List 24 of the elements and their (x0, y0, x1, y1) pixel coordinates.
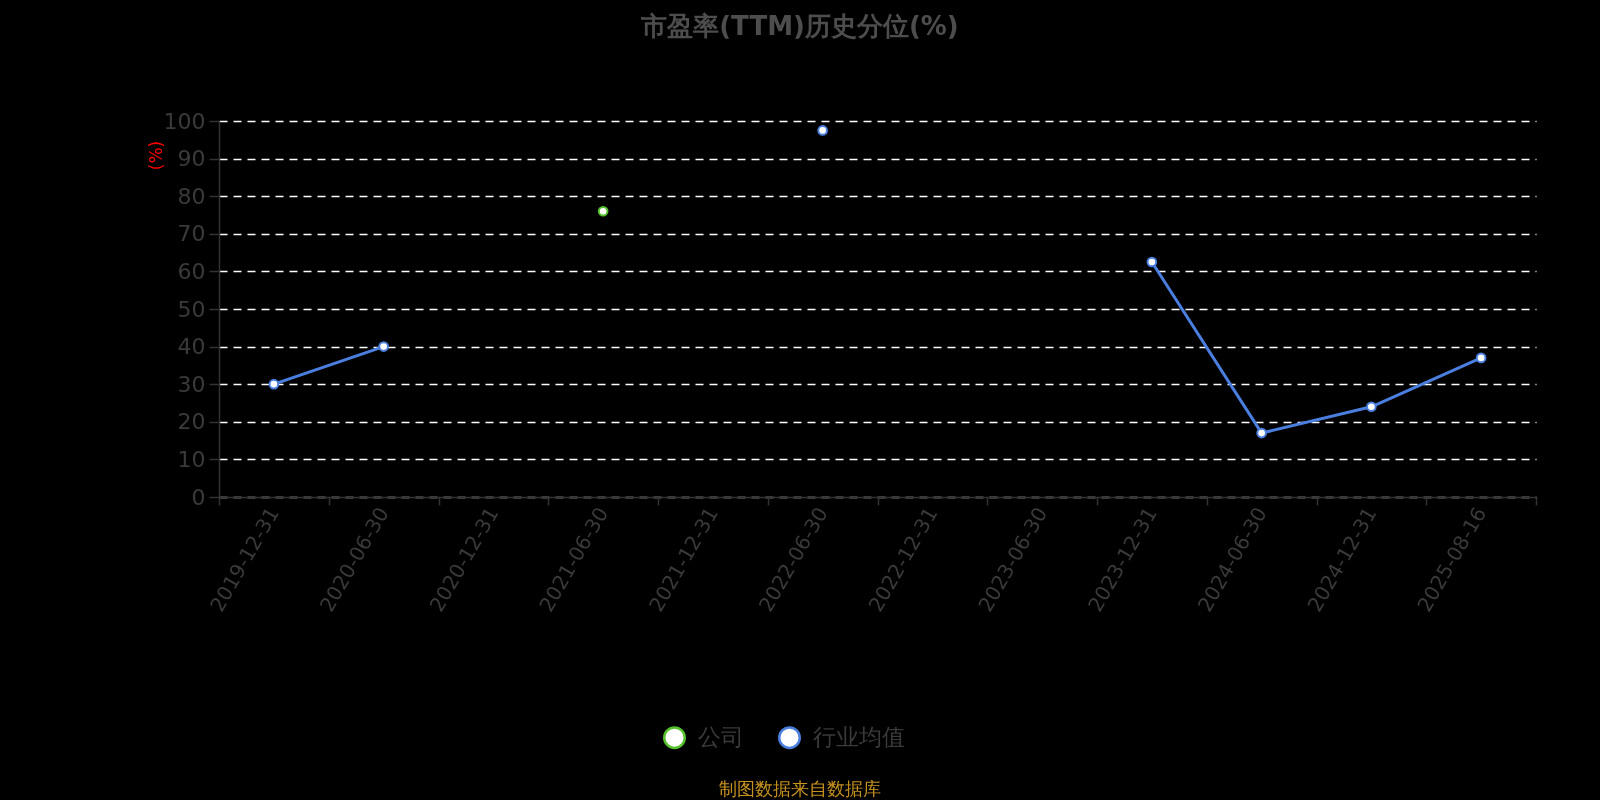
chart-title: 市盈率(TTM)历史分位(%) (640, 11, 959, 41)
point (378, 341, 389, 352)
legend-label: 公司 (698, 723, 744, 750)
y-tick-label: 90 (177, 146, 206, 172)
y-tick-label: 100 (163, 108, 206, 134)
y-tick-label: 50 (177, 296, 206, 322)
y-tick-label: 30 (177, 371, 206, 397)
y-tick-label: 40 (177, 334, 206, 360)
y-tick-label: 80 (177, 183, 206, 209)
y-tick-label: 20 (177, 409, 206, 435)
y-axis-title: (%) (145, 140, 166, 171)
legend-label: 行业均值 (813, 723, 905, 750)
y-tick-label: 60 (177, 258, 206, 284)
point (1366, 401, 1377, 413)
y-tick-label: 10 (177, 446, 206, 472)
text: 制图数据来自数据库 (719, 778, 881, 799)
point (597, 205, 609, 217)
y-tick-label: 70 (177, 221, 206, 247)
point (817, 125, 828, 136)
point (1146, 256, 1158, 268)
point (1475, 352, 1487, 364)
y-tick-label: 0 (191, 484, 206, 510)
point (268, 378, 280, 390)
point (1256, 427, 1267, 439)
